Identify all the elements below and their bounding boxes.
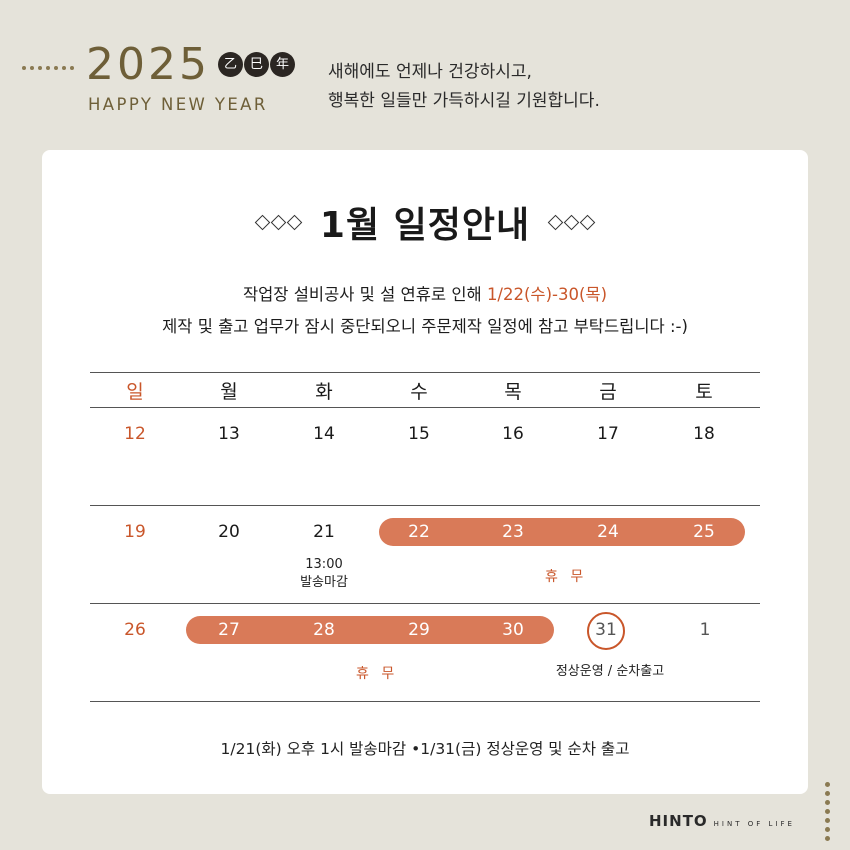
calendar-day-resume: 31 <box>595 620 617 640</box>
zodiac-badge: 乙 <box>218 52 243 77</box>
holiday-bar <box>379 518 745 546</box>
divider <box>90 372 760 373</box>
weekday-thursday: 목 <box>504 381 522 403</box>
calendar-day: 14 <box>313 424 335 444</box>
diamond-ornament-icon <box>547 214 596 230</box>
calendar-day: 13 <box>218 424 240 444</box>
calendar-day-holiday: 24 <box>597 522 619 542</box>
weekday-sunday: 일 <box>126 381 144 403</box>
zodiac-badges: 乙 巳 年 <box>218 52 295 77</box>
notice-line: 작업장 설비공사 및 설 연휴로 인해 1/22(수)-30(목) <box>0 281 850 305</box>
brand-name: HINTO <box>649 812 708 830</box>
brand-logo: HINTO HINT OF LIFE <box>649 812 795 830</box>
diamond-ornament-icon <box>254 214 303 230</box>
page-title: 1월 일정안내 <box>319 205 531 246</box>
title-row: 1월 일정안내 <box>0 196 850 248</box>
weekday-tuesday: 화 <box>315 381 333 403</box>
zodiac-badge: 年 <box>270 52 295 77</box>
calendar-day: 26 <box>124 620 146 640</box>
weekday-friday: 금 <box>599 381 617 403</box>
calendar-day: 18 <box>693 424 715 444</box>
calendar-day: 15 <box>408 424 430 444</box>
holiday-bar <box>186 616 554 644</box>
calendar-day: 20 <box>218 522 240 542</box>
decorative-dots <box>22 66 74 70</box>
decorative-dots <box>825 782 830 841</box>
divider <box>90 603 760 604</box>
calendar-day: 19 <box>124 522 146 542</box>
brand-tagline: HINT OF LIFE <box>713 820 795 828</box>
calendar-day: 17 <box>597 424 619 444</box>
footer-note: 1/21(화) 오후 1시 발송마감 •1/31(금) 정상운영 및 순차 출고 <box>220 740 630 758</box>
calendar-day-next-month: 1 <box>699 620 711 640</box>
holiday-label: 휴 무 <box>545 569 588 585</box>
calendar-day-holiday: 28 <box>313 620 335 640</box>
weekday-monday: 월 <box>220 381 238 403</box>
calendar-day: 21 <box>313 522 335 542</box>
weekday-saturday: 토 <box>695 381 713 403</box>
happy-new-year-text: HAPPY NEW YEAR <box>88 95 268 114</box>
calendar-day-holiday: 29 <box>408 620 430 640</box>
zodiac-badge: 巳 <box>244 52 269 77</box>
greeting-message: 새해에도 언제나 건강하시고, 행복한 일들만 가득하시길 기원합니다. <box>328 58 600 116</box>
deadline-time: 13:00 <box>305 557 343 572</box>
notice-text: 작업장 설비공사 및 설 연휴로 인해 <box>242 285 487 304</box>
year-heading: 2025 <box>86 39 210 90</box>
calendar-day: 12 <box>124 424 146 444</box>
divider <box>90 407 760 408</box>
calendar-day-holiday: 23 <box>502 522 524 542</box>
holiday-label: 휴 무 <box>356 666 399 682</box>
notice-line: 제작 및 출고 업무가 잠시 중단되오니 주문제작 일정에 참고 부탁드립니다 … <box>162 317 688 336</box>
notice-highlight: 1/22(수)-30(목) <box>486 285 608 304</box>
greeting-line: 행복한 일들만 가득하시길 기원합니다. <box>328 91 600 111</box>
weekday-wednesday: 수 <box>410 381 428 403</box>
greeting-line: 새해에도 언제나 건강하시고, <box>328 62 532 82</box>
deadline-note: 13:00 발송마감 <box>284 556 364 592</box>
calendar-day-holiday: 30 <box>502 620 524 640</box>
divider <box>90 505 760 506</box>
calendar-day-holiday: 25 <box>693 522 715 542</box>
schedule-card <box>42 150 808 794</box>
divider <box>90 701 760 702</box>
calendar-day-holiday: 22 <box>408 522 430 542</box>
calendar-day: 16 <box>502 424 524 444</box>
resume-day-ring <box>587 612 625 650</box>
calendar-day-holiday: 27 <box>218 620 240 640</box>
deadline-label: 발송마감 <box>300 575 348 590</box>
resume-note: 정상운영 / 순차출고 <box>555 664 665 679</box>
